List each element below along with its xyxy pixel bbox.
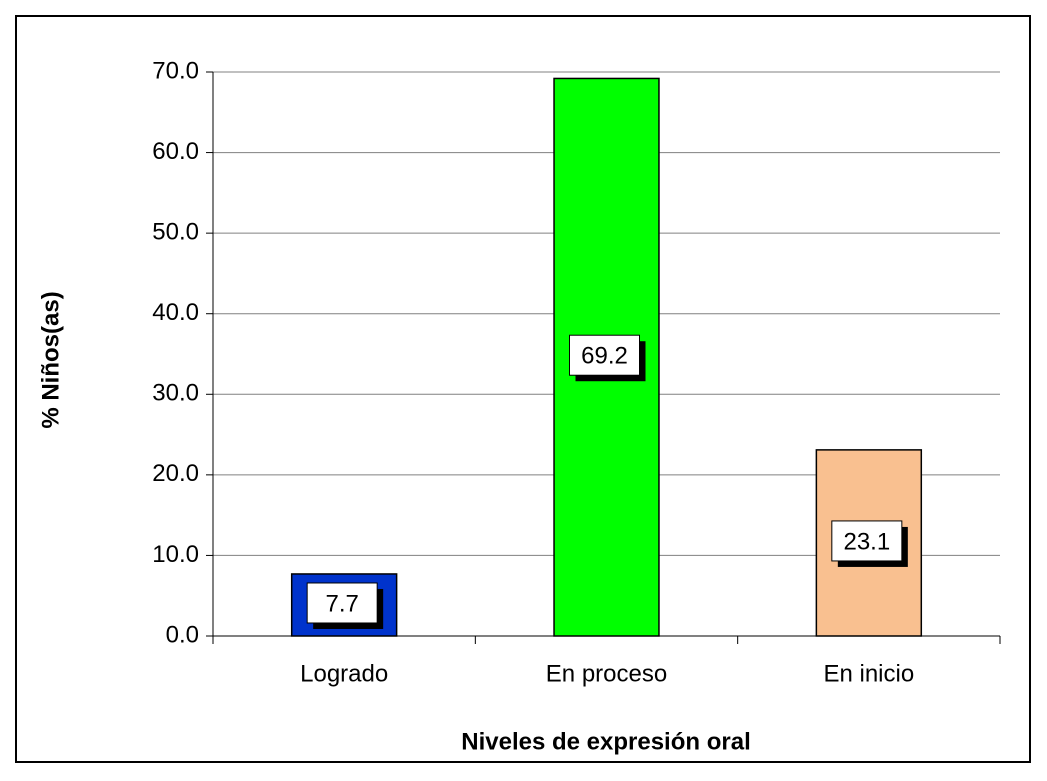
chart-border	[15, 15, 1031, 763]
y-tick-label: 30.0	[152, 380, 199, 407]
data-label: 23.1	[843, 528, 890, 555]
y-tick-label: 70.0	[152, 57, 199, 84]
data-label: 69.2	[581, 343, 628, 370]
x-tick-label: Logrado	[300, 660, 388, 687]
data-label-box	[306, 582, 378, 624]
data-label-box	[831, 520, 903, 562]
data-label-box	[569, 334, 640, 376]
x-tick-label: En proceso	[546, 660, 667, 687]
y-tick-label: 20.0	[152, 460, 199, 487]
y-axis-title: % Niños(as)	[37, 291, 64, 428]
y-tick-label: 40.0	[152, 299, 199, 326]
y-tick-label: 60.0	[152, 138, 199, 165]
x-tick-label: En inicio	[823, 660, 914, 687]
x-axis-title: Niveles de expresión oral	[461, 728, 750, 755]
y-tick-label: 10.0	[152, 541, 199, 568]
y-tick-label: 50.0	[152, 218, 199, 245]
data-label: 7.7	[325, 590, 358, 617]
y-tick-label: 0.0	[166, 621, 199, 648]
